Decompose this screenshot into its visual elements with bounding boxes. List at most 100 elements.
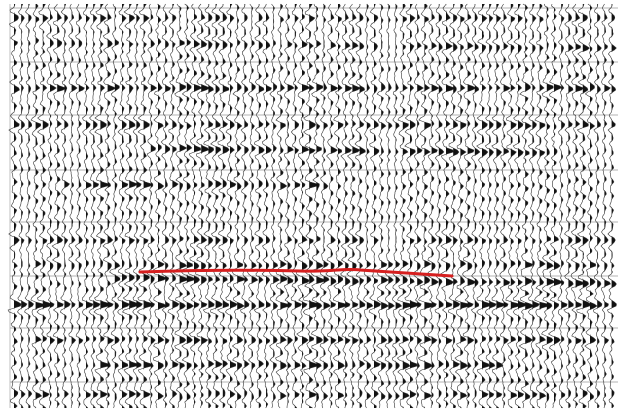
trace-fill <box>251 4 258 408</box>
trace-fill <box>366 4 373 408</box>
picked-horizon <box>138 267 454 278</box>
trace-fill <box>338 4 347 408</box>
trace-wiggle <box>527 3 540 409</box>
trace-wiggle <box>117 3 130 409</box>
trace-wiggle <box>440 3 456 409</box>
trace-wiggle <box>7 3 22 409</box>
trace-wiggle <box>202 3 215 409</box>
trace-wiggle <box>68 3 78 409</box>
trace-fill <box>222 4 230 408</box>
trace-fill <box>388 4 395 408</box>
trace-wiggle <box>462 3 477 409</box>
trace-wiggle <box>36 3 54 409</box>
trace-fill <box>410 4 420 408</box>
trace-wiggle <box>261 3 272 409</box>
trace-wiggle <box>518 3 535 409</box>
trace-wiggle <box>332 3 347 409</box>
trace-wiggle <box>417 3 436 409</box>
trace-fill <box>395 4 402 408</box>
trace-wiggle <box>412 3 424 409</box>
trace-fill <box>294 4 302 408</box>
trace-wiggle <box>426 3 440 409</box>
trace-wiggle <box>195 3 211 409</box>
trace-wiggle <box>392 3 403 409</box>
trace-wiggle <box>247 3 259 409</box>
trace-wiggle <box>46 3 57 409</box>
trace-fill <box>273 4 280 408</box>
trace-wiggle <box>275 3 290 409</box>
trace-wiggle <box>354 3 366 409</box>
trace-wiggle <box>269 3 280 409</box>
trace-wiggle <box>476 3 492 409</box>
trace-fill <box>532 4 540 408</box>
trace-fill <box>258 4 265 408</box>
trace-wiggle <box>187 3 203 408</box>
trace-fill <box>172 4 179 408</box>
trace-fill <box>114 4 120 408</box>
trace-fill <box>158 4 167 408</box>
trace-fill <box>100 4 111 408</box>
trace-fill <box>208 4 215 408</box>
trace-wiggle <box>325 3 339 409</box>
trace-wiggle <box>217 3 230 409</box>
trace-wiggle <box>102 3 117 409</box>
trace-wiggle <box>384 3 395 409</box>
trace-wiggle <box>160 3 172 409</box>
trace-wiggle <box>132 3 143 409</box>
trace-fill <box>402 4 413 408</box>
trace-wiggle <box>547 3 564 409</box>
trace-wiggle <box>210 3 223 409</box>
trace-fill <box>316 4 326 408</box>
trace-wiggle <box>17 3 28 409</box>
trace-wiggle <box>24 3 34 409</box>
wiggle-traces <box>7 3 617 409</box>
trace-fill <box>64 4 71 408</box>
trace-wiggle <box>290 3 303 409</box>
trace-wiggle <box>570 3 585 409</box>
trace-fill <box>21 4 27 408</box>
trace-fill <box>359 4 366 408</box>
trace-wiggle <box>403 3 420 409</box>
trace-fill <box>381 4 389 408</box>
trace-fill <box>561 4 568 408</box>
trace-fill <box>122 4 130 408</box>
trace-wiggle <box>512 3 528 409</box>
trace-wiggle <box>302 3 321 409</box>
trace-fill <box>518 4 527 408</box>
trace-wiggle <box>534 3 550 409</box>
trace-fill <box>482 4 492 408</box>
trace-fill <box>424 4 436 408</box>
trace-fill <box>539 4 549 408</box>
trace-wiggle <box>499 3 511 409</box>
trace-wiggle <box>434 3 445 409</box>
trace-wiggle <box>470 3 481 409</box>
trace-wiggle <box>172 3 189 409</box>
trace-wiggle <box>454 3 471 409</box>
trace-fill <box>136 4 143 408</box>
trace-wiggle <box>376 3 389 409</box>
trace-fill <box>35 4 45 408</box>
trace-fill <box>28 4 34 408</box>
trace-wiggle <box>541 3 556 409</box>
trace-wiggle <box>606 3 617 409</box>
trace-wiggle <box>557 3 568 409</box>
trace-wiggle <box>30 3 45 409</box>
trace-wiggle <box>505 3 520 409</box>
trace-wiggle <box>167 3 180 409</box>
trace-wiggle <box>231 3 245 409</box>
trace-wiggle <box>340 3 353 409</box>
trace-wiggle <box>74 3 85 409</box>
trace-wiggle <box>593 3 603 409</box>
trace-wiggle <box>181 3 195 409</box>
trace-wiggle <box>584 3 598 409</box>
trace-wiggle <box>491 3 506 409</box>
trace-wiggle <box>59 3 71 409</box>
trace-wiggle <box>363 3 374 409</box>
trace-wiggle <box>484 3 497 409</box>
trace-fill <box>489 4 497 408</box>
trace-wiggle <box>576 3 592 409</box>
trace-wiggle <box>296 3 311 409</box>
trace-wiggle <box>282 3 295 409</box>
